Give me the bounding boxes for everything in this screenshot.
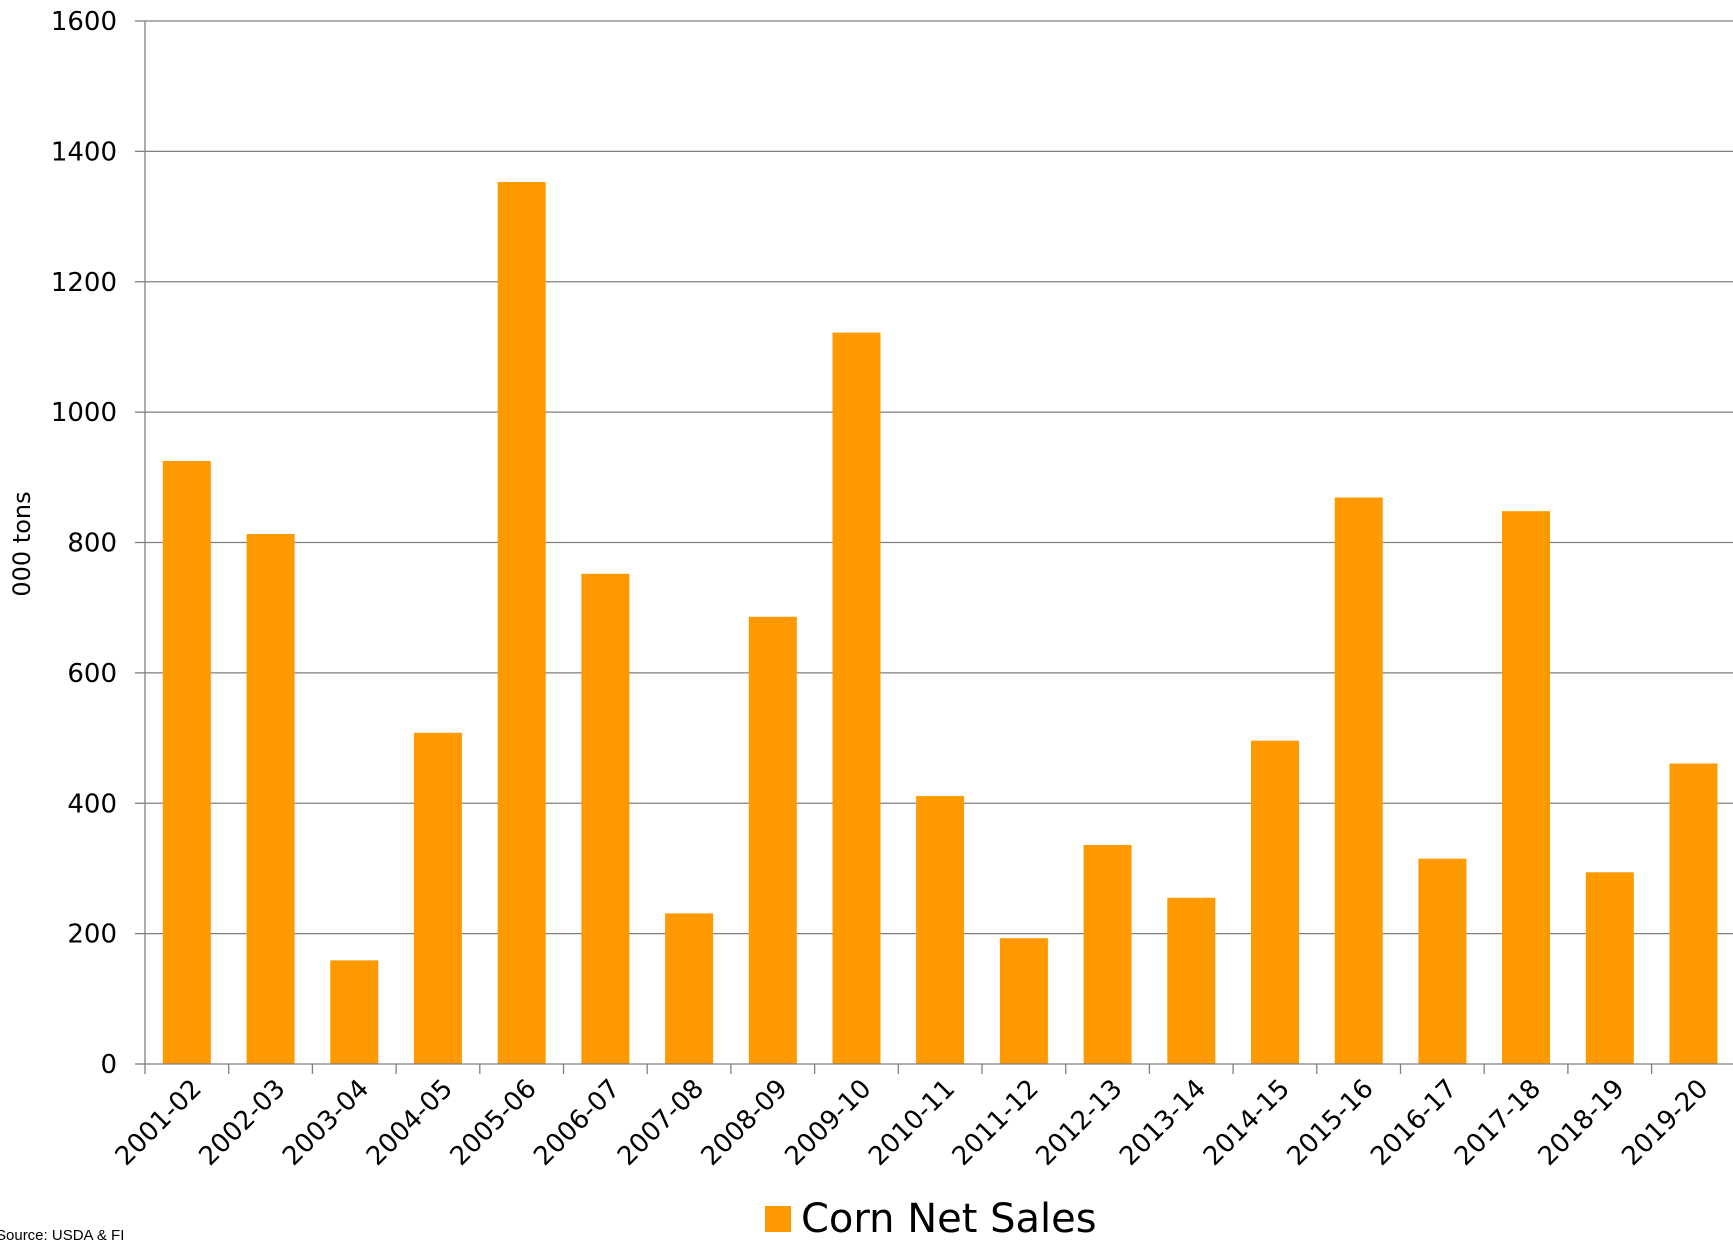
x-tick-label: 2019-20	[1616, 1074, 1714, 1172]
x-tick-label: 2010-11	[863, 1074, 961, 1172]
x-tick-label: 2014-15	[1198, 1074, 1296, 1172]
x-tick-label: 2007-08	[612, 1074, 710, 1172]
y-tick-label: 600	[67, 659, 117, 689]
bar-2007-08	[665, 913, 714, 1064]
y-tick-label: 400	[67, 789, 117, 819]
bar-2012-13	[1083, 845, 1132, 1064]
x-tick-label: 2018-19	[1533, 1074, 1631, 1172]
x-tick-label: 2005-06	[445, 1074, 543, 1172]
y-tick-label: 1600	[51, 7, 117, 37]
legend-swatch	[765, 1206, 791, 1232]
bar-2004-05	[413, 732, 462, 1064]
source-note: Source: USDA & FI	[0, 1227, 124, 1240]
y-tick-label: 0	[100, 1050, 117, 1080]
bar-2003-04	[330, 960, 379, 1064]
x-tick-label: 2017-18	[1449, 1074, 1547, 1172]
x-tick-label: 2002-03	[193, 1074, 291, 1172]
bar-2018-19	[1585, 872, 1634, 1064]
bar-2013-14	[1167, 897, 1216, 1064]
legend: Corn Net Sales	[765, 1196, 1097, 1240]
x-tick-label: 2001-02	[110, 1074, 208, 1172]
bar-2006-07	[581, 573, 630, 1064]
bar-2009-10	[832, 332, 881, 1065]
bar-2010-11	[916, 796, 965, 1064]
bar-2001-02	[162, 461, 211, 1064]
bar-2016-17	[1418, 858, 1467, 1064]
x-tick-label: 2004-05	[361, 1074, 459, 1172]
bar-2005-06	[497, 182, 546, 1064]
bar-2015-16	[1334, 497, 1383, 1064]
x-tick-label: 2013-14	[1114, 1074, 1212, 1172]
bar-2014-15	[1251, 740, 1299, 1064]
x-tick-labels: 2001-022002-032003-042004-052005-062006-…	[110, 1074, 1715, 1172]
y-axis-title: 000 tons	[8, 491, 36, 596]
y-tick-label: 1200	[51, 268, 117, 298]
bar-2017-18	[1502, 511, 1550, 1064]
x-tick-label: 2006-07	[528, 1074, 626, 1172]
x-tick-label: 2009-10	[779, 1074, 877, 1172]
y-tick-label: 1000	[51, 398, 117, 428]
x-tick-label: 2003-04	[277, 1074, 375, 1172]
x-tick-label: 2008-09	[696, 1074, 794, 1172]
axes	[135, 20, 1733, 1074]
y-tick-label: 200	[67, 920, 117, 950]
y-tick-label: 1400	[51, 137, 117, 167]
bar-2011-12	[999, 938, 1048, 1064]
legend-label: Corn Net Sales	[801, 1196, 1097, 1240]
x-tick-label: 2012-13	[1030, 1074, 1128, 1172]
x-tick-label: 2016-17	[1365, 1074, 1463, 1172]
y-tick-labels: 0 200 400 600 800 1000 1200 1400 1600	[51, 7, 117, 1080]
x-tick-label: 2011-12	[947, 1074, 1045, 1172]
gridlines	[145, 20, 1733, 935]
x-tick-label: 2015-16	[1282, 1074, 1380, 1172]
bar-2019-20	[1669, 763, 1718, 1064]
bar-2008-09	[748, 616, 797, 1064]
y-tick-label: 800	[67, 529, 117, 559]
bars	[162, 182, 1718, 1065]
bar-2002-03	[246, 534, 295, 1064]
